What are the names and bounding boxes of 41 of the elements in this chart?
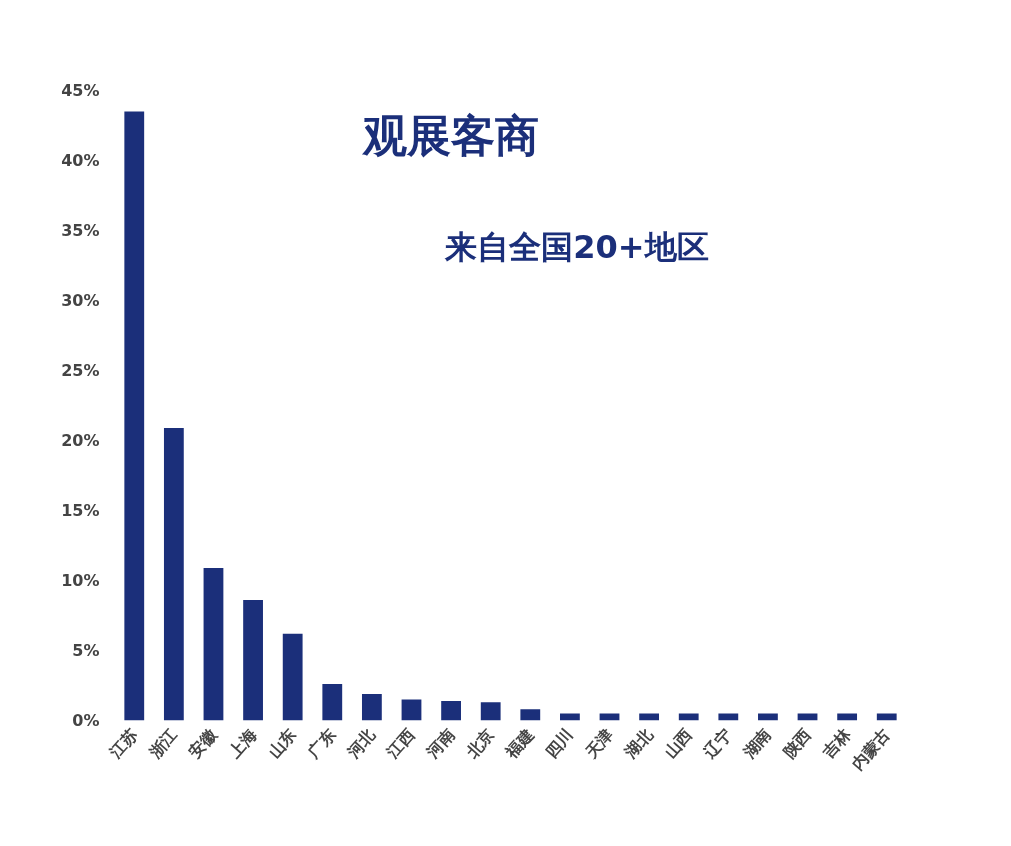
x-tick-label: 河南 (422, 725, 459, 763)
y-tick-label: 45% (61, 81, 100, 100)
bar (361, 693, 382, 721)
x-tick-label: 四川 (541, 725, 578, 762)
y-tick-label: 25% (61, 361, 100, 380)
x-tick-label: 浙江 (144, 725, 181, 763)
x-tick-label: 山西 (660, 725, 696, 762)
bar (520, 709, 541, 721)
bar (480, 702, 501, 721)
x-tick-label: 天津 (580, 725, 617, 763)
x-tick-label: 河北 (342, 724, 380, 763)
x-tick-label: 福建 (501, 725, 538, 763)
x-tick-label: 江西 (382, 725, 419, 763)
bar (243, 600, 263, 721)
x-tick-label: 安徽 (185, 724, 222, 762)
bar (282, 633, 303, 721)
y-tick-label: 10% (61, 571, 100, 590)
y-tick-label: 35% (61, 221, 100, 240)
x-tick-label: 江苏 (105, 725, 142, 763)
y-tick-label: 30% (61, 291, 100, 310)
bar (401, 699, 422, 721)
y-tick-label: 5% (72, 641, 100, 660)
bar (203, 567, 224, 721)
x-tick-label: 北京 (461, 725, 498, 763)
x-tick-label: 陕西 (779, 725, 815, 762)
bar (124, 111, 145, 721)
bar (322, 684, 343, 721)
y-tick-label: 15% (61, 501, 100, 520)
bar (441, 700, 461, 721)
y-tick-label: 40% (61, 151, 100, 170)
x-tick-label: 辽宁 (699, 725, 736, 763)
x-tick-label: 广东 (303, 725, 340, 763)
x-tick-label: 湖南 (739, 725, 776, 763)
text: 来自全国20+地区 (444, 227, 709, 266)
y-tick-label: 20% (61, 431, 100, 450)
text: 观展客商 (361, 109, 540, 161)
x-tick-label: 上海 (224, 725, 261, 763)
x-tick-label: 湖北 (620, 724, 657, 763)
x-tick-label: 山东 (264, 725, 300, 762)
bar (163, 427, 184, 721)
y-tick-label: 0% (72, 711, 100, 730)
